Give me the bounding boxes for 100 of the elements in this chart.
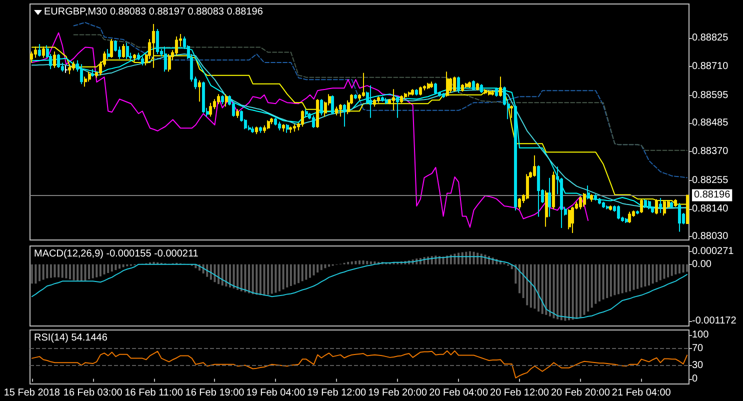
candlestick bbox=[499, 76, 502, 98]
bar bbox=[248, 264, 250, 294]
candlestick bbox=[305, 108, 308, 118]
bar bbox=[663, 264, 666, 279]
bar bbox=[88, 264, 90, 280]
bar bbox=[263, 264, 266, 296]
bar bbox=[214, 264, 216, 282]
y-tick-label: 30 bbox=[692, 360, 704, 372]
candlestick bbox=[484, 88, 487, 95]
bar bbox=[583, 264, 586, 315]
candlestick bbox=[408, 91, 411, 98]
x-tick-label: 16 Feb 19:00 bbox=[185, 388, 245, 398]
candlestick bbox=[251, 126, 254, 134]
bar bbox=[316, 264, 319, 273]
bar bbox=[670, 264, 673, 276]
candlestick bbox=[453, 76, 456, 92]
bar bbox=[99, 264, 102, 276]
candlestick bbox=[594, 194, 597, 201]
bar bbox=[305, 264, 308, 280]
bar bbox=[92, 264, 94, 278]
candlestick bbox=[343, 104, 346, 128]
candlestick bbox=[430, 81, 433, 88]
candlestick bbox=[278, 121, 281, 131]
bar bbox=[686, 264, 688, 272]
candlestick bbox=[88, 71, 91, 82]
bar bbox=[606, 264, 608, 298]
candlestick bbox=[648, 200, 651, 210]
candlestick bbox=[495, 87, 498, 98]
candlestick bbox=[526, 174, 529, 200]
bar bbox=[274, 264, 277, 293]
candlestick bbox=[415, 88, 418, 96]
bar bbox=[347, 262, 350, 264]
x-tick-label: 16 Feb 11:00 bbox=[124, 388, 184, 398]
bar bbox=[366, 260, 368, 264]
bar bbox=[461, 252, 464, 264]
bar bbox=[644, 264, 646, 286]
candlestick bbox=[354, 94, 357, 100]
candlestick bbox=[404, 92, 407, 100]
bar bbox=[530, 264, 532, 308]
candlestick bbox=[91, 68, 94, 78]
bar bbox=[259, 264, 262, 296]
bar bbox=[545, 264, 548, 315]
bar bbox=[579, 264, 582, 318]
candlestick bbox=[152, 24, 155, 68]
bar bbox=[678, 264, 680, 274]
bar bbox=[648, 264, 650, 286]
candlestick bbox=[385, 97, 388, 105]
bar bbox=[240, 264, 242, 292]
bar bbox=[72, 264, 75, 280]
x-tick-label: 20 Feb 20:00 bbox=[550, 388, 610, 398]
candlestick bbox=[320, 98, 323, 116]
candlestick bbox=[552, 171, 555, 210]
candlestick bbox=[65, 64, 68, 74]
line-series bbox=[73, 22, 688, 178]
candlestick bbox=[221, 94, 224, 105]
candlestick bbox=[282, 124, 285, 132]
candlestick bbox=[625, 217, 628, 224]
y-tick-label: 0.00 bbox=[692, 258, 712, 270]
candlestick bbox=[602, 201, 605, 208]
x-tick-label: 20 Feb 04:00 bbox=[429, 388, 488, 398]
bar bbox=[61, 264, 64, 278]
candlestick bbox=[674, 198, 677, 208]
bar bbox=[84, 264, 86, 281]
candlestick bbox=[255, 126, 258, 135]
bar bbox=[484, 254, 486, 264]
bar bbox=[370, 261, 372, 264]
bar bbox=[324, 264, 326, 268]
bar bbox=[594, 264, 597, 304]
candlestick bbox=[293, 124, 296, 132]
bar bbox=[628, 264, 631, 292]
bar bbox=[514, 264, 517, 284]
bar bbox=[80, 264, 82, 282]
candlestick bbox=[636, 210, 639, 215]
bar bbox=[560, 264, 562, 320]
bar bbox=[472, 252, 475, 264]
candlestick bbox=[202, 81, 205, 114]
candlestick bbox=[339, 104, 342, 118]
bar bbox=[30, 264, 33, 284]
candlestick bbox=[286, 124, 289, 134]
bar bbox=[564, 264, 566, 321]
candlestick bbox=[38, 44, 41, 58]
candlestick bbox=[583, 192, 586, 208]
candlestick bbox=[427, 82, 430, 90]
bar bbox=[218, 264, 220, 284]
bar bbox=[659, 264, 662, 280]
candlestick bbox=[434, 82, 437, 95]
bar bbox=[518, 264, 520, 294]
bar bbox=[598, 264, 600, 302]
bar bbox=[362, 260, 364, 264]
y-tick-label: 0 bbox=[692, 373, 698, 384]
bar bbox=[225, 264, 228, 286]
y-tick-label: -0.001172 bbox=[692, 315, 737, 326]
candlestick bbox=[316, 98, 319, 128]
bar bbox=[534, 264, 536, 309]
bar bbox=[526, 264, 528, 306]
candlestick bbox=[53, 51, 56, 68]
candlestick bbox=[579, 196, 582, 210]
candlestick bbox=[57, 54, 60, 68]
bar bbox=[552, 264, 555, 318]
bar bbox=[576, 264, 578, 319]
